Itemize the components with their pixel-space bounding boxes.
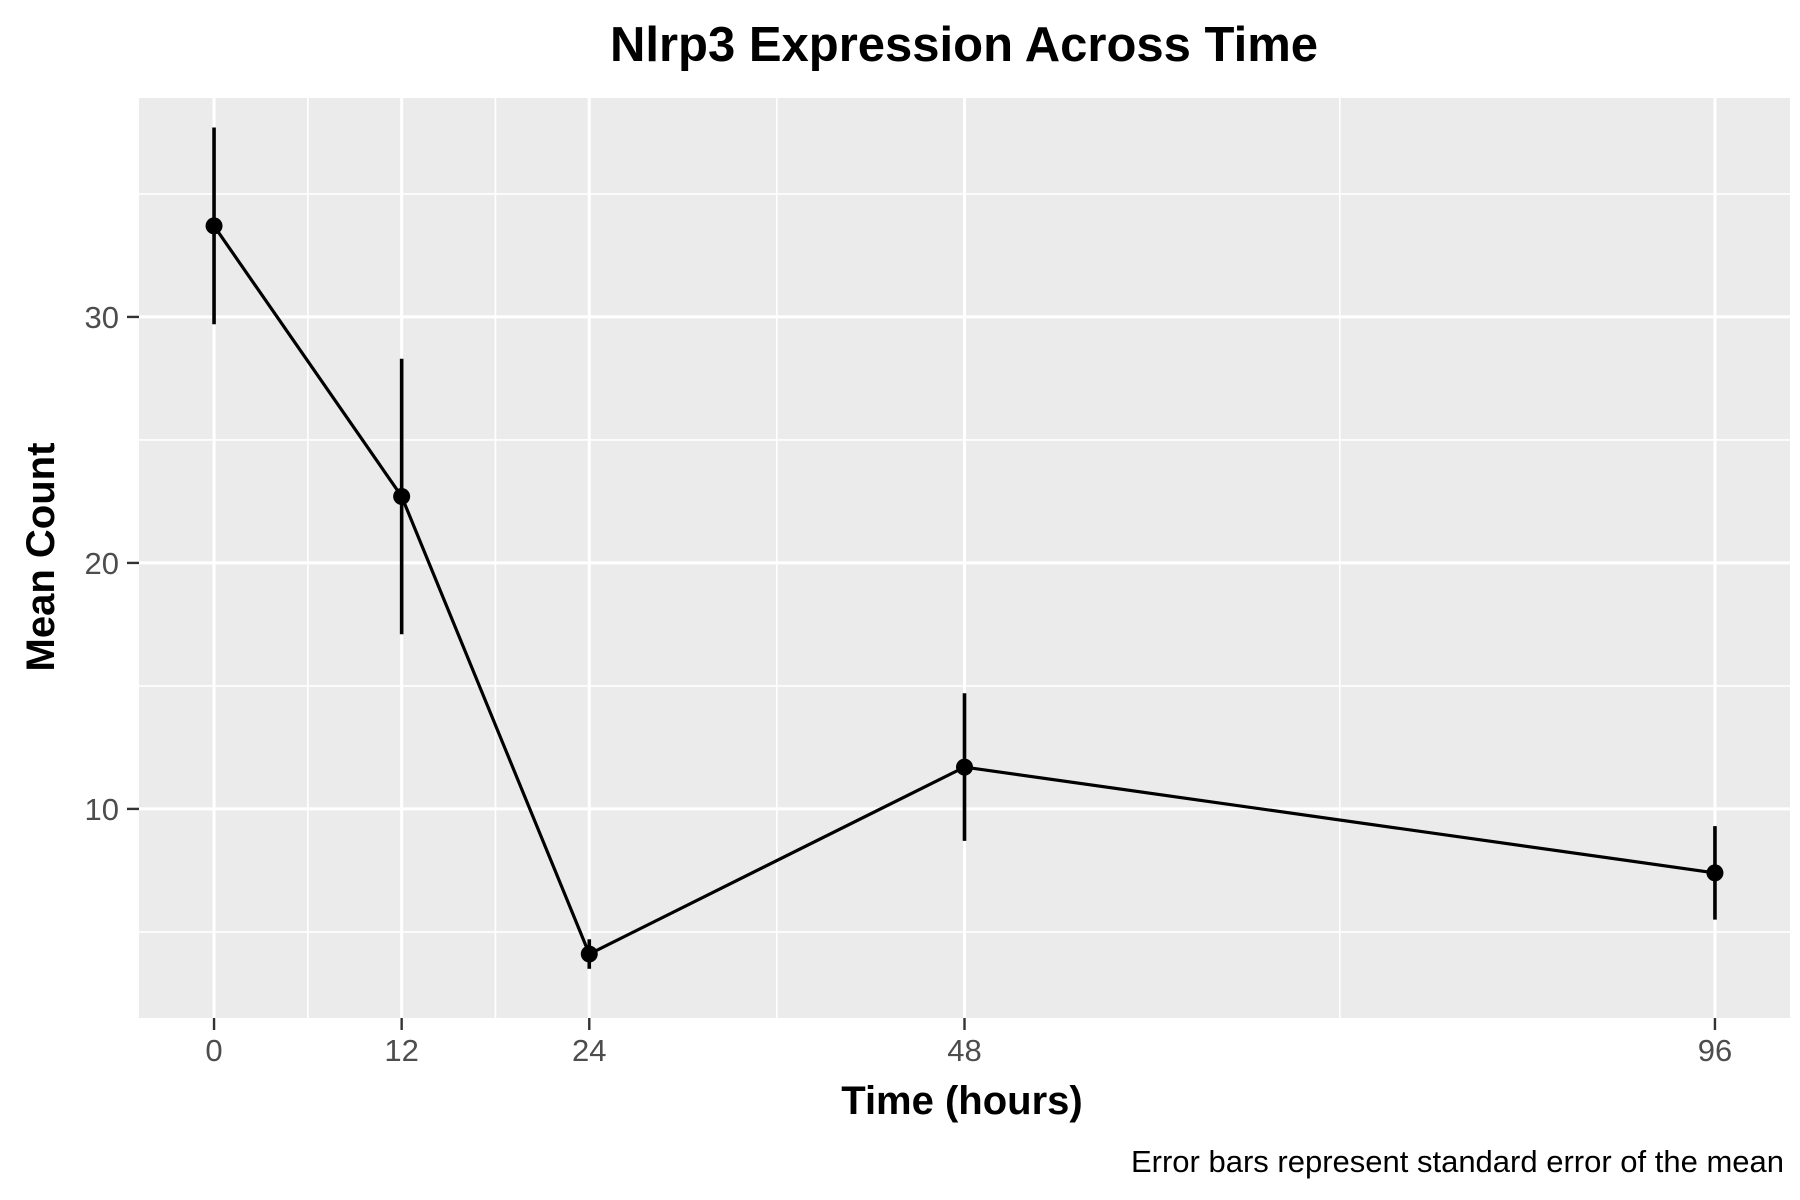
data-point xyxy=(393,488,411,506)
data-point xyxy=(956,758,973,776)
x-tick-label: 24 xyxy=(572,1033,606,1068)
y-tick-label: 10 xyxy=(85,792,119,827)
x-tick-label: 96 xyxy=(1698,1033,1732,1068)
y-axis-title: Mean Count xyxy=(19,443,63,672)
x-axis-title: Time (hours) xyxy=(841,1079,1083,1123)
data-points xyxy=(205,217,1724,963)
grid-major xyxy=(139,98,1790,1018)
x-axis-ticks: 0 12 24 48 96 xyxy=(205,1018,1732,1068)
chart-title: Nlrp3 Expression Across Time xyxy=(610,18,1318,72)
x-tick-label: 0 xyxy=(205,1033,222,1068)
x-tick-label: 12 xyxy=(384,1033,418,1068)
x-tick-label: 48 xyxy=(947,1033,981,1068)
y-tick-label: 30 xyxy=(85,300,119,335)
data-point xyxy=(580,945,598,963)
y-tick-label: 20 xyxy=(85,546,119,581)
chart-caption: Error bars represent standard error of t… xyxy=(1131,1144,1784,1179)
data-point xyxy=(205,217,223,235)
y-axis-ticks: 10 20 30 xyxy=(85,300,139,827)
data-point xyxy=(1706,864,1724,882)
